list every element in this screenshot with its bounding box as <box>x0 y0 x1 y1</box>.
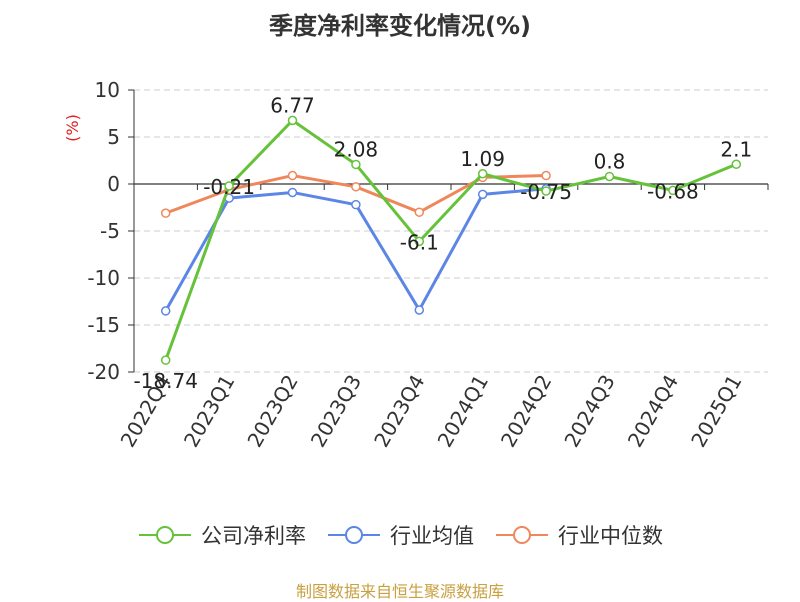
data-point-0 <box>351 159 361 170</box>
legend-item-net-margin[interactable]: 公司净利率 <box>137 520 306 550</box>
data-point-0 <box>414 236 425 247</box>
legend-label-industry-median: 行业中位数 <box>558 524 663 548</box>
data-point-0 <box>160 355 171 365</box>
x-tick-label: 2024Q2 <box>496 371 556 452</box>
series-line-0 <box>164 118 737 361</box>
data-point-0 <box>477 169 488 179</box>
data-point-0 <box>604 171 615 182</box>
y-tick-label: -5 <box>100 219 120 243</box>
legend-label-net-margin: 公司净利率 <box>201 524 306 548</box>
data-point-1 <box>414 305 425 315</box>
data-label: -6.1 <box>400 230 439 254</box>
y-tick-label: 5 <box>107 125 120 149</box>
data-point-0 <box>287 115 298 126</box>
chart-title: 季度净利率变化情况(%) <box>269 12 531 40</box>
source-note: 制图数据来自恒生聚源数据库 <box>295 582 504 601</box>
data-point-0 <box>541 186 551 196</box>
data-point-1 <box>477 189 488 200</box>
data-point-1 <box>351 199 361 210</box>
data-point-0 <box>731 159 742 170</box>
y-axis-label: (%) <box>63 114 82 142</box>
y-tick-label: 10 <box>95 78 120 102</box>
legend-item-industry-median[interactable]: 行业中位数 <box>494 520 663 550</box>
x-tick-label: 2024Q3 <box>559 371 619 452</box>
data-point-1 <box>160 306 171 316</box>
legend-swatch-net-margin <box>139 526 191 544</box>
data-point-0 <box>668 185 678 196</box>
y-tick-label: 0 <box>107 172 120 196</box>
data-label: -0.68 <box>647 179 699 203</box>
x-tick-label: 2024Q1 <box>433 371 493 452</box>
x-tick-label: 2023Q4 <box>369 371 429 452</box>
data-label: 1.09 <box>460 147 505 171</box>
legend-label-industry-mean: 行业均值 <box>390 524 474 548</box>
data-label: 0.8 <box>594 149 626 173</box>
data-label: -18.74 <box>133 369 197 393</box>
data-label: 2.1 <box>720 137 752 161</box>
data-label: -0.75 <box>520 180 572 204</box>
y-tick-label: -20 <box>87 360 120 384</box>
data-point-0 <box>224 181 234 191</box>
legend: 公司净利率 行业均值 行业中位数 <box>0 520 800 550</box>
data-label: 6.77 <box>270 93 315 117</box>
x-tick-label: 2024Q4 <box>623 371 683 452</box>
data-label: 2.08 <box>334 137 379 161</box>
data-point-2 <box>351 182 361 192</box>
x-tick-label: 2023Q3 <box>306 371 366 452</box>
legend-swatch-industry-median <box>496 526 548 544</box>
legend-swatch-industry-mean <box>328 526 380 544</box>
data-point-2 <box>414 207 425 217</box>
legend-item-industry-mean[interactable]: 行业均值 <box>326 520 474 550</box>
y-tick-label: -15 <box>87 313 120 337</box>
data-label: -0.21 <box>203 175 255 199</box>
data-point-2 <box>160 208 171 218</box>
x-tick-label: 2023Q2 <box>242 371 302 452</box>
y-tick-label: -10 <box>87 266 120 290</box>
data-point-1 <box>287 187 298 198</box>
x-tick-label: 2025Q1 <box>686 371 746 452</box>
data-point-2 <box>287 170 298 181</box>
data-point-2 <box>541 170 551 181</box>
